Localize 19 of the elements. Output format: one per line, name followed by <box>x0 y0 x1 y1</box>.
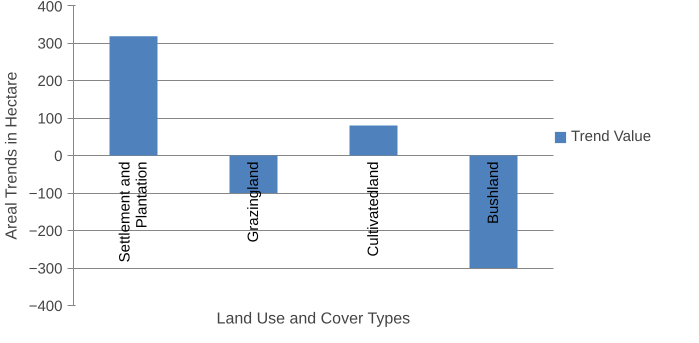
y-tick-label: 0 <box>54 148 62 165</box>
y-tick-label: 300 <box>37 36 63 52</box>
y-axis-title: Areal Trends in Hectare <box>4 72 21 240</box>
legend-label: Trend Value <box>571 128 652 145</box>
bar <box>110 36 158 156</box>
x-tick-label: Grazingland <box>245 161 262 242</box>
y-tick-label: −300 <box>28 260 63 278</box>
x-tick-label: Cultivatedland <box>365 162 382 257</box>
x-tick-label: Settlement and Plantation <box>116 161 150 262</box>
bar <box>350 126 398 156</box>
y-tick-label: −400 <box>28 298 63 315</box>
x-axis-title: Land Use and Cover Types <box>216 310 410 328</box>
x-tick-label: Bushland <box>485 161 502 224</box>
y-tick-label: −100 <box>28 186 63 202</box>
y-tick-label: −200 <box>28 223 63 240</box>
bar <box>470 156 518 268</box>
y-tick-label: 400 <box>37 0 63 16</box>
y-tick-label: 200 <box>37 73 63 90</box>
y-tick-label: 100 <box>37 110 63 128</box>
